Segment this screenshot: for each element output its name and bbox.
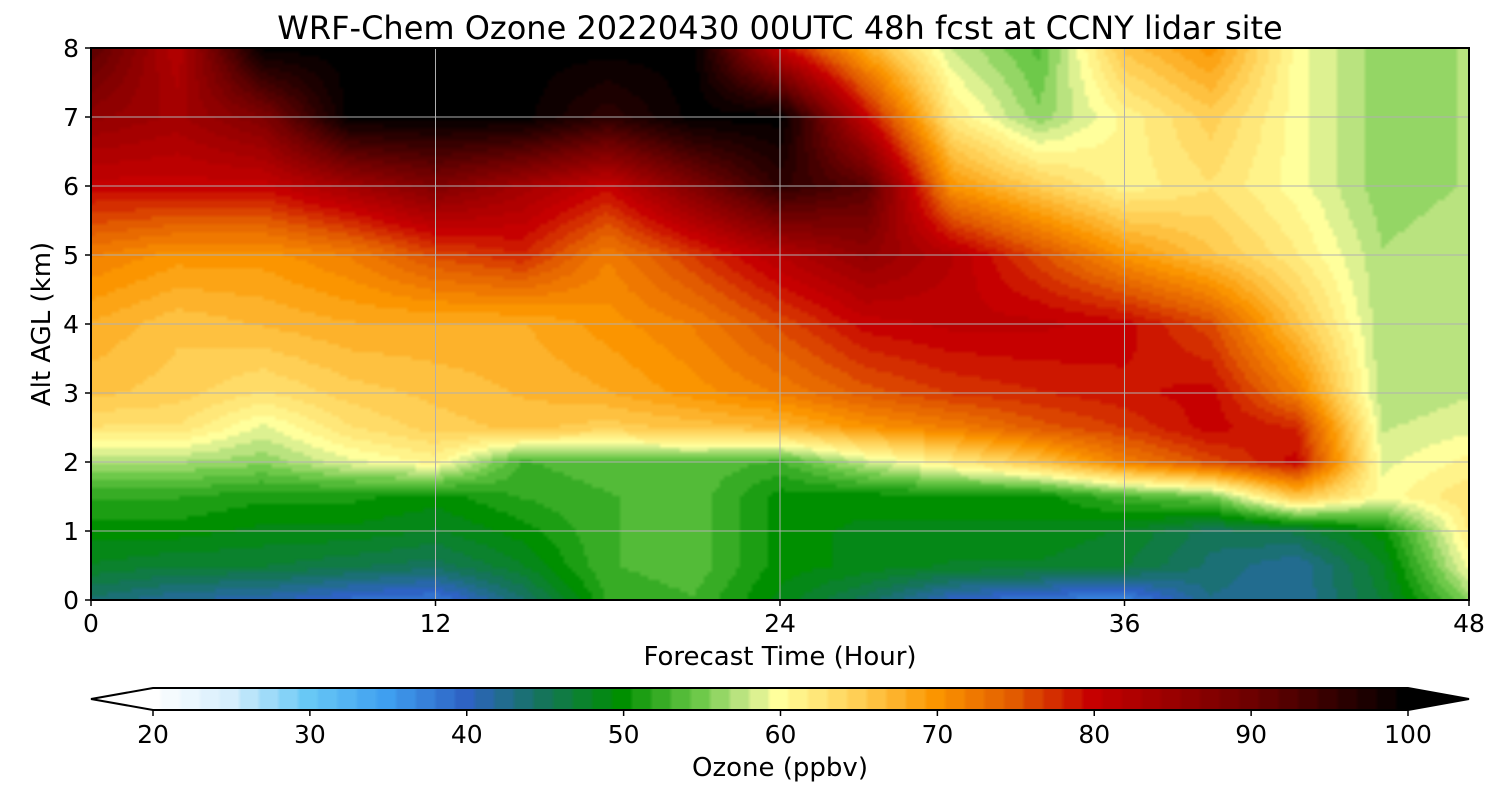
colorbar-tick-label: 80 <box>1078 720 1110 749</box>
y-axis-ticks: 0 1 2 3 4 5 6 7 8 <box>63 34 91 615</box>
y-tick-label: 0 <box>63 586 79 615</box>
colorbar-tick-label: 90 <box>1235 720 1267 749</box>
colorbar-tick-label: 40 <box>451 720 483 749</box>
y-tick-label: 5 <box>63 241 79 270</box>
y-tick-label: 8 <box>63 34 79 63</box>
y-tick-label: 4 <box>63 310 79 339</box>
colorbar-tick-label: 30 <box>294 720 326 749</box>
colorbar-label: Ozone (ppbv) <box>692 753 868 783</box>
x-tick-label: 36 <box>1109 609 1141 638</box>
y-tick-label: 7 <box>63 103 79 132</box>
y-tick-label: 1 <box>63 517 79 546</box>
colorbar-min-extension <box>91 688 153 710</box>
grid-lines <box>91 48 1469 600</box>
colorbar-tick-label: 20 <box>137 720 169 749</box>
x-axis-label: Forecast Time (Hour) <box>643 642 916 672</box>
y-tick-label: 3 <box>63 379 79 408</box>
chart-title: WRF-Chem Ozone 20220430 00UTC 48h fcst a… <box>277 9 1282 47</box>
y-tick-label: 6 <box>63 172 79 201</box>
x-tick-label: 24 <box>764 609 796 638</box>
colorbar-tick-label: 60 <box>765 720 797 749</box>
colorbar-tick-label: 70 <box>921 720 953 749</box>
x-axis-ticks: 0 12 24 36 48 <box>83 600 1485 638</box>
colorbar-max-extension <box>1408 688 1469 710</box>
colorbar-tick-label: 50 <box>608 720 640 749</box>
colorbar-gradient <box>153 688 1408 710</box>
x-tick-label: 48 <box>1453 609 1485 638</box>
colorbar: 20 30 40 50 60 70 80 90 100 Ozone (ppbv) <box>90 687 1470 783</box>
colorbar-tick-label: 100 <box>1384 720 1432 749</box>
y-axis-label: Alt AGL (km) <box>27 242 57 406</box>
y-tick-label: 2 <box>63 448 79 477</box>
x-tick-label: 12 <box>420 609 452 638</box>
colorbar-ticks: 20 30 40 50 60 70 80 90 100 <box>137 710 1432 749</box>
x-tick-label: 0 <box>83 609 99 638</box>
